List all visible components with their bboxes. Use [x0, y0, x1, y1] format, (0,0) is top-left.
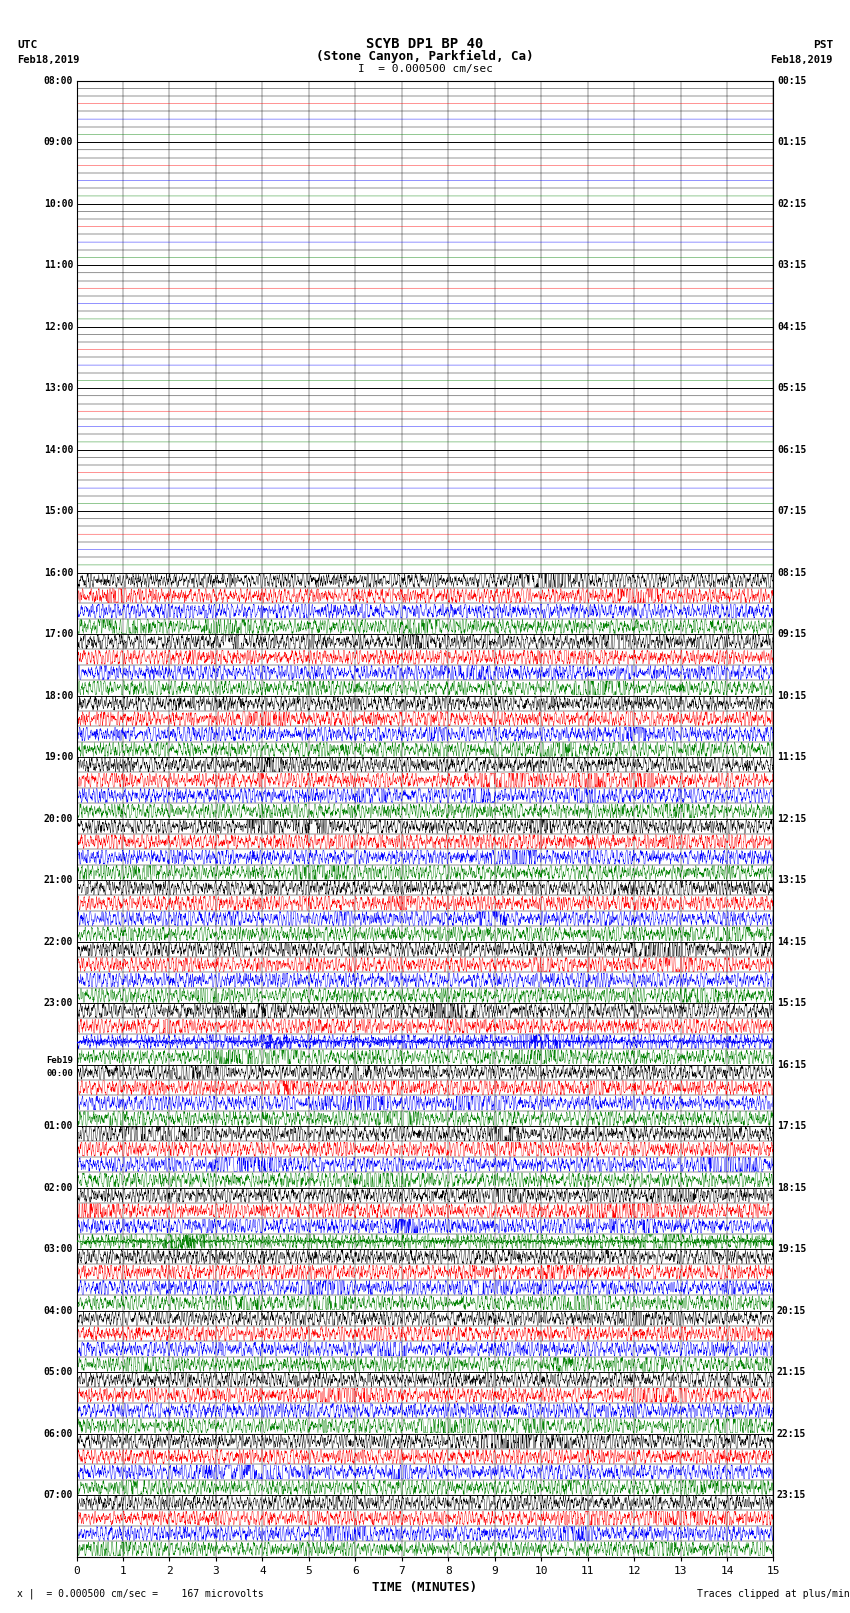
- Text: 19:00: 19:00: [43, 752, 73, 761]
- Text: x |  = 0.000500 cm/sec =    167 microvolts: x | = 0.000500 cm/sec = 167 microvolts: [17, 1589, 264, 1598]
- Text: 14:15: 14:15: [777, 937, 807, 947]
- Text: 22:15: 22:15: [777, 1429, 807, 1439]
- Text: 15:15: 15:15: [777, 998, 807, 1008]
- Text: 04:00: 04:00: [43, 1305, 73, 1316]
- Text: 23:00: 23:00: [43, 998, 73, 1008]
- Text: (Stone Canyon, Parkfield, Ca): (Stone Canyon, Parkfield, Ca): [316, 50, 534, 63]
- Text: 10:00: 10:00: [43, 198, 73, 208]
- Text: 18:15: 18:15: [777, 1182, 807, 1192]
- Text: 03:15: 03:15: [777, 260, 807, 269]
- Text: PST: PST: [813, 40, 833, 50]
- X-axis label: TIME (MINUTES): TIME (MINUTES): [372, 1581, 478, 1594]
- Text: 23:15: 23:15: [777, 1490, 807, 1500]
- Text: 08:00: 08:00: [43, 76, 73, 85]
- Text: Traces clipped at plus/minus 3 vertical divisions: Traces clipped at plus/minus 3 vertical …: [697, 1589, 850, 1598]
- Text: 01:00: 01:00: [43, 1121, 73, 1131]
- Text: 00:00: 00:00: [46, 1069, 73, 1077]
- Text: 17:00: 17:00: [43, 629, 73, 639]
- Text: 18:00: 18:00: [43, 690, 73, 700]
- Text: 05:00: 05:00: [43, 1368, 73, 1378]
- Text: 13:00: 13:00: [43, 384, 73, 394]
- Text: 02:15: 02:15: [777, 198, 807, 208]
- Text: 19:15: 19:15: [777, 1244, 807, 1253]
- Text: 20:15: 20:15: [777, 1305, 807, 1316]
- Text: 05:15: 05:15: [777, 384, 807, 394]
- Text: Feb18,2019: Feb18,2019: [17, 55, 80, 65]
- Text: UTC: UTC: [17, 40, 37, 50]
- Text: 01:15: 01:15: [777, 137, 807, 147]
- Text: 07:15: 07:15: [777, 506, 807, 516]
- Text: 00:15: 00:15: [777, 76, 807, 85]
- Text: 12:00: 12:00: [43, 321, 73, 332]
- Text: 17:15: 17:15: [777, 1121, 807, 1131]
- Text: 13:15: 13:15: [777, 876, 807, 886]
- Text: 08:15: 08:15: [777, 568, 807, 577]
- Text: 14:00: 14:00: [43, 445, 73, 455]
- Text: 15:00: 15:00: [43, 506, 73, 516]
- Text: 16:15: 16:15: [777, 1060, 807, 1069]
- Text: 09:00: 09:00: [43, 137, 73, 147]
- Text: 12:15: 12:15: [777, 813, 807, 824]
- Text: Feb19: Feb19: [46, 1055, 73, 1065]
- Text: I  = 0.000500 cm/sec: I = 0.000500 cm/sec: [358, 65, 492, 74]
- Text: 04:15: 04:15: [777, 321, 807, 332]
- Text: 02:00: 02:00: [43, 1182, 73, 1192]
- Text: 03:00: 03:00: [43, 1244, 73, 1253]
- Text: 10:15: 10:15: [777, 690, 807, 700]
- Text: Feb18,2019: Feb18,2019: [770, 55, 833, 65]
- Text: 16:00: 16:00: [43, 568, 73, 577]
- Text: 06:15: 06:15: [777, 445, 807, 455]
- Text: 21:15: 21:15: [777, 1368, 807, 1378]
- Text: 22:00: 22:00: [43, 937, 73, 947]
- Text: 20:00: 20:00: [43, 813, 73, 824]
- Text: 07:00: 07:00: [43, 1490, 73, 1500]
- Text: 11:00: 11:00: [43, 260, 73, 269]
- Text: SCYB DP1 BP 40: SCYB DP1 BP 40: [366, 37, 484, 50]
- Text: 11:15: 11:15: [777, 752, 807, 761]
- Text: 06:00: 06:00: [43, 1429, 73, 1439]
- Text: 21:00: 21:00: [43, 876, 73, 886]
- Text: 09:15: 09:15: [777, 629, 807, 639]
